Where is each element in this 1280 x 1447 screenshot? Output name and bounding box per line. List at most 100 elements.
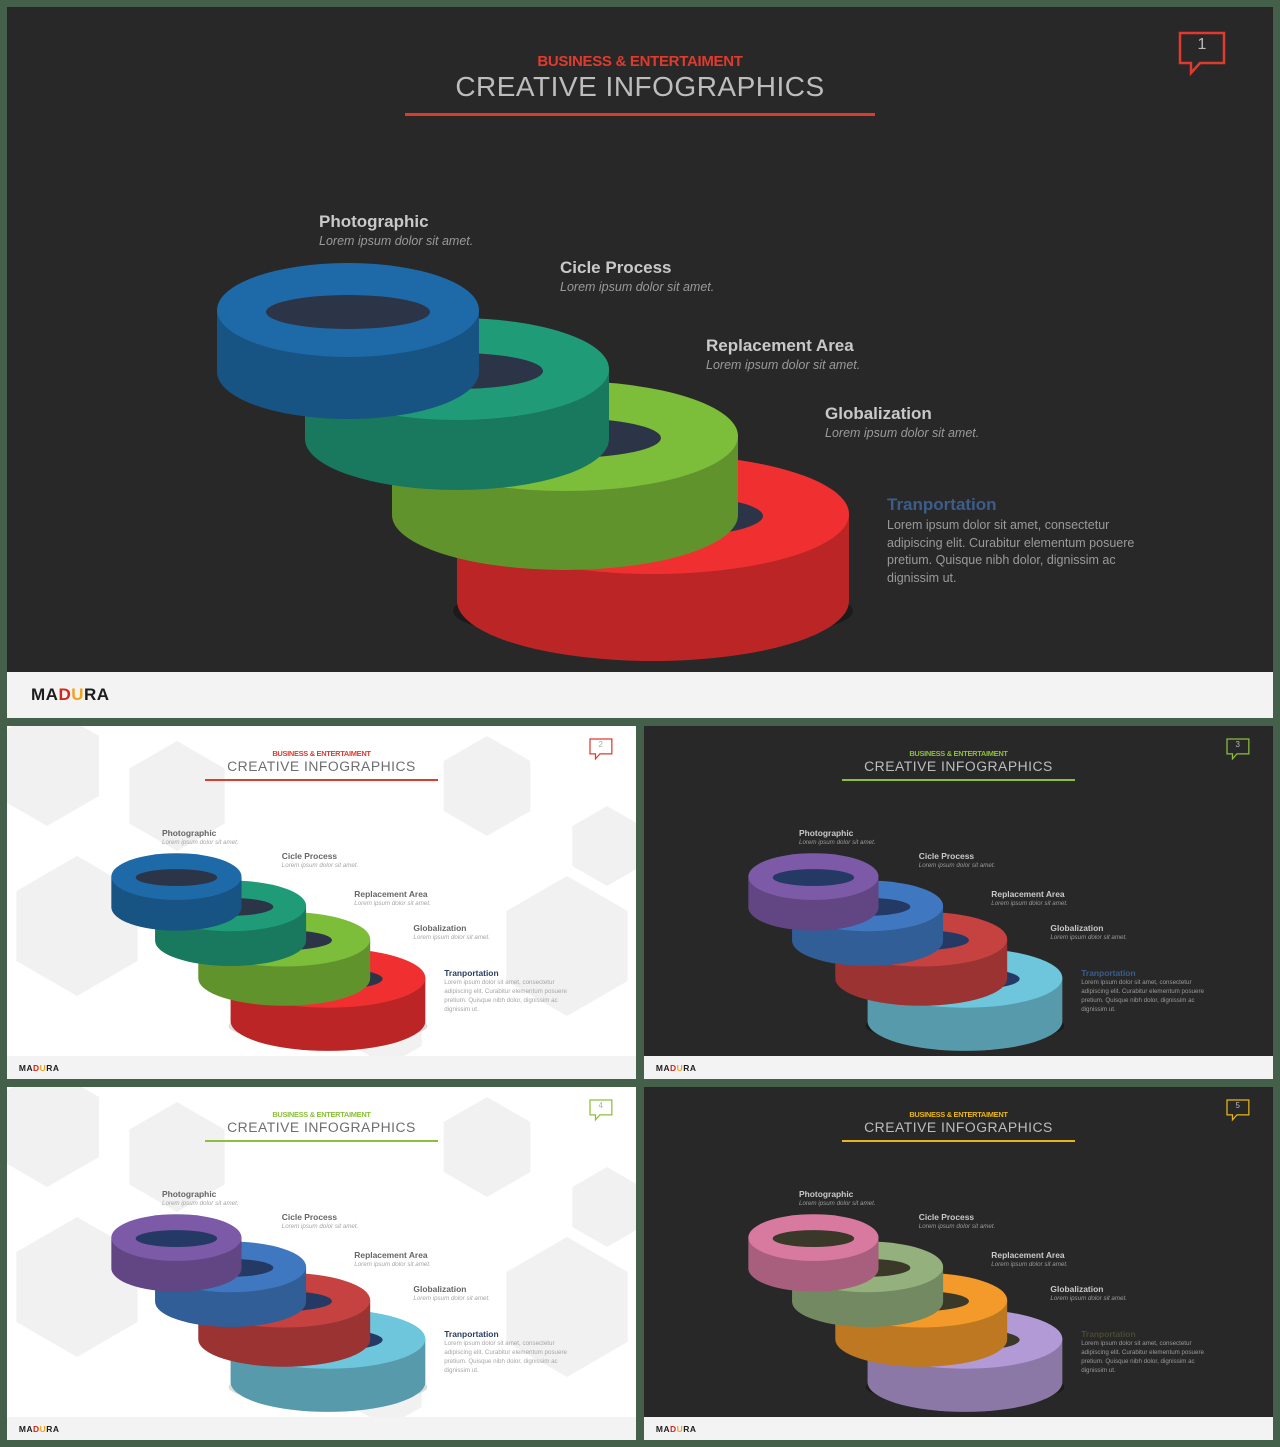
- step-label-3: Replacement Area Lorem ipsum dolor sit am…: [991, 1250, 1068, 1268]
- brand-logo: MADURA: [18, 1062, 60, 1073]
- slide-5[interactable]: BUSINESS & ENTERTAIMENT CREATIVE INFOGRAP…: [644, 1087, 1273, 1440]
- step-label-4: Globalization Lorem ipsum dolor sit amet.: [413, 923, 490, 941]
- step-label-3: Replacement Area Lorem ipsum dolor sit am…: [354, 889, 431, 907]
- hex-shape: [16, 856, 138, 996]
- final-step-heading: Tranportation: [444, 1329, 499, 1340]
- step-heading: Cicle Process: [281, 850, 338, 861]
- slide-number: 1: [1197, 36, 1207, 53]
- slide-title: CREATIVE INFOGRAPHICS: [864, 1118, 1053, 1135]
- step-heading: Cicle Process: [918, 850, 975, 861]
- slide-title: CREATIVE INFOGRAPHICS: [227, 757, 416, 774]
- step-label-3: Replacement Area Lorem ipsum dolor sit am…: [991, 889, 1068, 907]
- step-label-1: Photographic Lorem ipsum dolor sit amet.: [799, 1189, 876, 1207]
- step-heading: Cicle Process: [918, 1211, 975, 1222]
- step-heading: Photographic: [799, 827, 854, 838]
- final-step-heading: Tranportation: [1081, 1329, 1136, 1340]
- final-step-body: Lorem ipsum dolor sit amet, consectetur …: [887, 518, 1135, 585]
- final-step-description: Tranportation Lorem ipsum dolor sit amet,…: [887, 495, 1145, 587]
- hex-shape: [129, 741, 225, 851]
- final-step-description: Tranportation Lorem ipsum dolor sit amet,…: [1081, 1329, 1209, 1375]
- step-text: Lorem ipsum dolor sit amet.: [799, 1199, 876, 1207]
- ring-hole: [772, 1230, 855, 1247]
- stacked-rings-graphic: [217, 263, 853, 661]
- step-label-2: Cicle Process Lorem ipsum dolor sit amet.: [919, 851, 996, 869]
- slide-footer: MADURA: [7, 672, 1273, 718]
- step-label-1: Photographic Lorem ipsum dolor sit amet.: [319, 212, 473, 248]
- step-text: Lorem ipsum dolor sit amet.: [281, 1222, 359, 1230]
- stacked-rings-graphic: [111, 1214, 428, 1412]
- step-heading: Replacement Area: [354, 889, 428, 900]
- slide-number-bubble-icon: 4: [589, 1099, 613, 1122]
- slide-footer: MADURA: [7, 1417, 636, 1440]
- step-text: Lorem ipsum dolor sit amet.: [319, 234, 474, 248]
- ring-1: [111, 853, 242, 931]
- hex-shape: [129, 1102, 225, 1212]
- step-heading: Globalization: [825, 404, 932, 423]
- step-heading: Cicle Process: [560, 258, 672, 277]
- final-step-body: Lorem ipsum dolor sit amet, consectetur …: [1081, 1340, 1204, 1374]
- hex-shape: [572, 1167, 636, 1247]
- step-text: Lorem ipsum dolor sit amet.: [918, 1222, 996, 1230]
- step-heading: Replacement Area: [991, 1250, 1065, 1261]
- final-step-description: Tranportation Lorem ipsum dolor sit amet,…: [444, 968, 572, 1014]
- step-heading: Replacement Area: [354, 1250, 428, 1261]
- step-label-4: Globalization Lorem ipsum dolor sit amet.: [825, 404, 979, 440]
- step-heading: Replacement Area: [706, 336, 854, 355]
- brand-logo: MADURA: [18, 1423, 60, 1434]
- title-underline: [841, 778, 1076, 781]
- ring-1: [748, 1214, 879, 1292]
- step-text: Lorem ipsum dolor sit amet.: [354, 900, 431, 908]
- step-text: Lorem ipsum dolor sit amet.: [1050, 1295, 1127, 1303]
- step-heading: Photographic: [319, 212, 429, 231]
- slide-2[interactable]: BUSINESS & ENTERTAIMENT CREATIVE INFOGRAP…: [7, 726, 636, 1079]
- hex-shape: [443, 1097, 531, 1197]
- step-label-4: Globalization Lorem ipsum dolor sit amet.: [1050, 1284, 1127, 1302]
- final-step-heading: Tranportation: [887, 495, 997, 514]
- hex-shape: [7, 726, 99, 826]
- slide-footer: MADURA: [644, 1056, 1273, 1079]
- slide-footer: MADURA: [7, 1056, 636, 1079]
- step-text: Lorem ipsum dolor sit amet.: [560, 280, 715, 294]
- title-underline: [405, 113, 875, 116]
- ring-1: [111, 1214, 242, 1292]
- title-underline: [204, 778, 439, 781]
- step-heading: Globalization: [1050, 923, 1104, 934]
- ring-1: [217, 263, 479, 419]
- step-heading: Globalization: [413, 923, 467, 934]
- step-text: Lorem ipsum dolor sit amet.: [799, 838, 876, 846]
- step-text: Lorem ipsum dolor sit amet.: [706, 358, 861, 372]
- step-label-3: Replacement Area Lorem ipsum dolor sit am…: [706, 336, 860, 372]
- slide-subtitle: BUSINESS & ENTERTAIMENT: [909, 1109, 1008, 1119]
- step-text: Lorem ipsum dolor sit amet.: [825, 426, 980, 440]
- slide-4[interactable]: BUSINESS & ENTERTAIMENT CREATIVE INFOGRAP…: [7, 1087, 636, 1440]
- final-step-description: Tranportation Lorem ipsum dolor sit amet,…: [444, 1329, 572, 1375]
- slide-3[interactable]: BUSINESS & ENTERTAIMENT CREATIVE INFOGRAP…: [644, 726, 1273, 1079]
- step-label-3: Replacement Area Lorem ipsum dolor sit am…: [354, 1250, 431, 1268]
- step-label-2: Cicle Process Lorem ipsum dolor sit amet.: [919, 1212, 996, 1230]
- step-label-1: Photographic Lorem ipsum dolor sit amet.: [162, 828, 239, 846]
- slide-number-bubble-icon: 3: [1226, 738, 1250, 761]
- step-text: Lorem ipsum dolor sit amet.: [1050, 934, 1127, 942]
- slide-title: CREATIVE INFOGRAPHICS: [455, 71, 825, 102]
- slide-subtitle: BUSINESS & ENTERTAIMENT: [537, 53, 743, 70]
- slide-title: CREATIVE INFOGRAPHICS: [227, 1118, 416, 1135]
- hex-shape: [16, 1217, 138, 1357]
- step-label-1: Photographic Lorem ipsum dolor sit amet.: [799, 828, 876, 846]
- final-step-heading: Tranportation: [1081, 968, 1136, 979]
- stacked-rings-graphic: [111, 853, 428, 1051]
- ring-hole: [772, 869, 855, 886]
- slide-1[interactable]: BUSINESS & ENTERTAIMENT CREATIVE INFOGRAP…: [7, 7, 1273, 718]
- slide-number-bubble-icon: 2: [589, 738, 613, 761]
- step-label-4: Globalization Lorem ipsum dolor sit amet.: [413, 1284, 490, 1302]
- hex-shape: [572, 806, 636, 886]
- step-heading: Globalization: [1050, 1284, 1104, 1295]
- brand-logo: MADURA: [655, 1062, 697, 1073]
- step-label-2: Cicle Process Lorem ipsum dolor sit amet.: [282, 1212, 359, 1230]
- step-text: Lorem ipsum dolor sit amet.: [162, 838, 239, 846]
- brand-logo: MADURA: [655, 1423, 697, 1434]
- final-step-body: Lorem ipsum dolor sit amet, consectetur …: [444, 1340, 567, 1374]
- step-heading: Photographic: [162, 1188, 217, 1199]
- slide-title: CREATIVE INFOGRAPHICS: [864, 757, 1053, 774]
- step-text: Lorem ipsum dolor sit amet.: [991, 900, 1068, 908]
- final-step-body: Lorem ipsum dolor sit amet, consectetur …: [1081, 979, 1204, 1013]
